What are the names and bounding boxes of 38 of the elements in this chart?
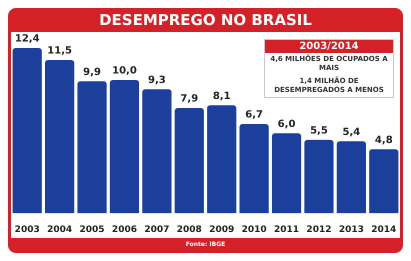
data-label: 5,5 xyxy=(310,126,328,137)
data-label: 9,9 xyxy=(83,66,101,78)
x-tick-label: 2003 xyxy=(14,224,40,235)
x-tick-label: 2012 xyxy=(306,224,332,235)
data-label: 9,3 xyxy=(148,74,166,86)
bar xyxy=(240,124,269,214)
bar xyxy=(45,60,74,214)
data-label: 8,1 xyxy=(212,90,231,102)
x-tick-label: 2013 xyxy=(338,224,364,235)
x-tick-label: 2005 xyxy=(80,224,105,235)
data-label: 6,0 xyxy=(278,118,296,130)
bar xyxy=(77,81,107,214)
data-label: 12,4 xyxy=(14,34,40,45)
data-label: 5,4 xyxy=(342,126,360,138)
bar xyxy=(272,133,302,214)
bar xyxy=(12,48,42,214)
x-tick-label: 2011 xyxy=(274,224,300,235)
bar xyxy=(207,105,236,214)
bar xyxy=(304,140,334,214)
chart-title: DESEMPREGO NO BRASIL xyxy=(98,10,313,31)
data-label: 7,9 xyxy=(180,94,198,105)
data-label: 6,7 xyxy=(245,110,264,121)
bar xyxy=(142,89,172,214)
x-tick-label: 2014 xyxy=(371,224,396,235)
x-tick-label: 2008 xyxy=(176,224,202,235)
bar xyxy=(336,141,366,214)
data-label: 10,0 xyxy=(112,66,137,77)
bar xyxy=(369,149,398,214)
x-tick-label: 2004 xyxy=(47,224,72,235)
x-tick-label: 2009 xyxy=(209,224,234,235)
bar xyxy=(110,80,140,214)
annotation: 2003/2014 xyxy=(265,40,393,53)
x-tick-label: 2010 xyxy=(242,224,267,235)
x-tick-label: 2007 xyxy=(144,224,170,235)
data-label: 4,8 xyxy=(374,134,393,146)
data-label: 11,5 xyxy=(47,46,72,57)
bar xyxy=(174,108,204,214)
x-tick-label: 2006 xyxy=(112,224,137,235)
